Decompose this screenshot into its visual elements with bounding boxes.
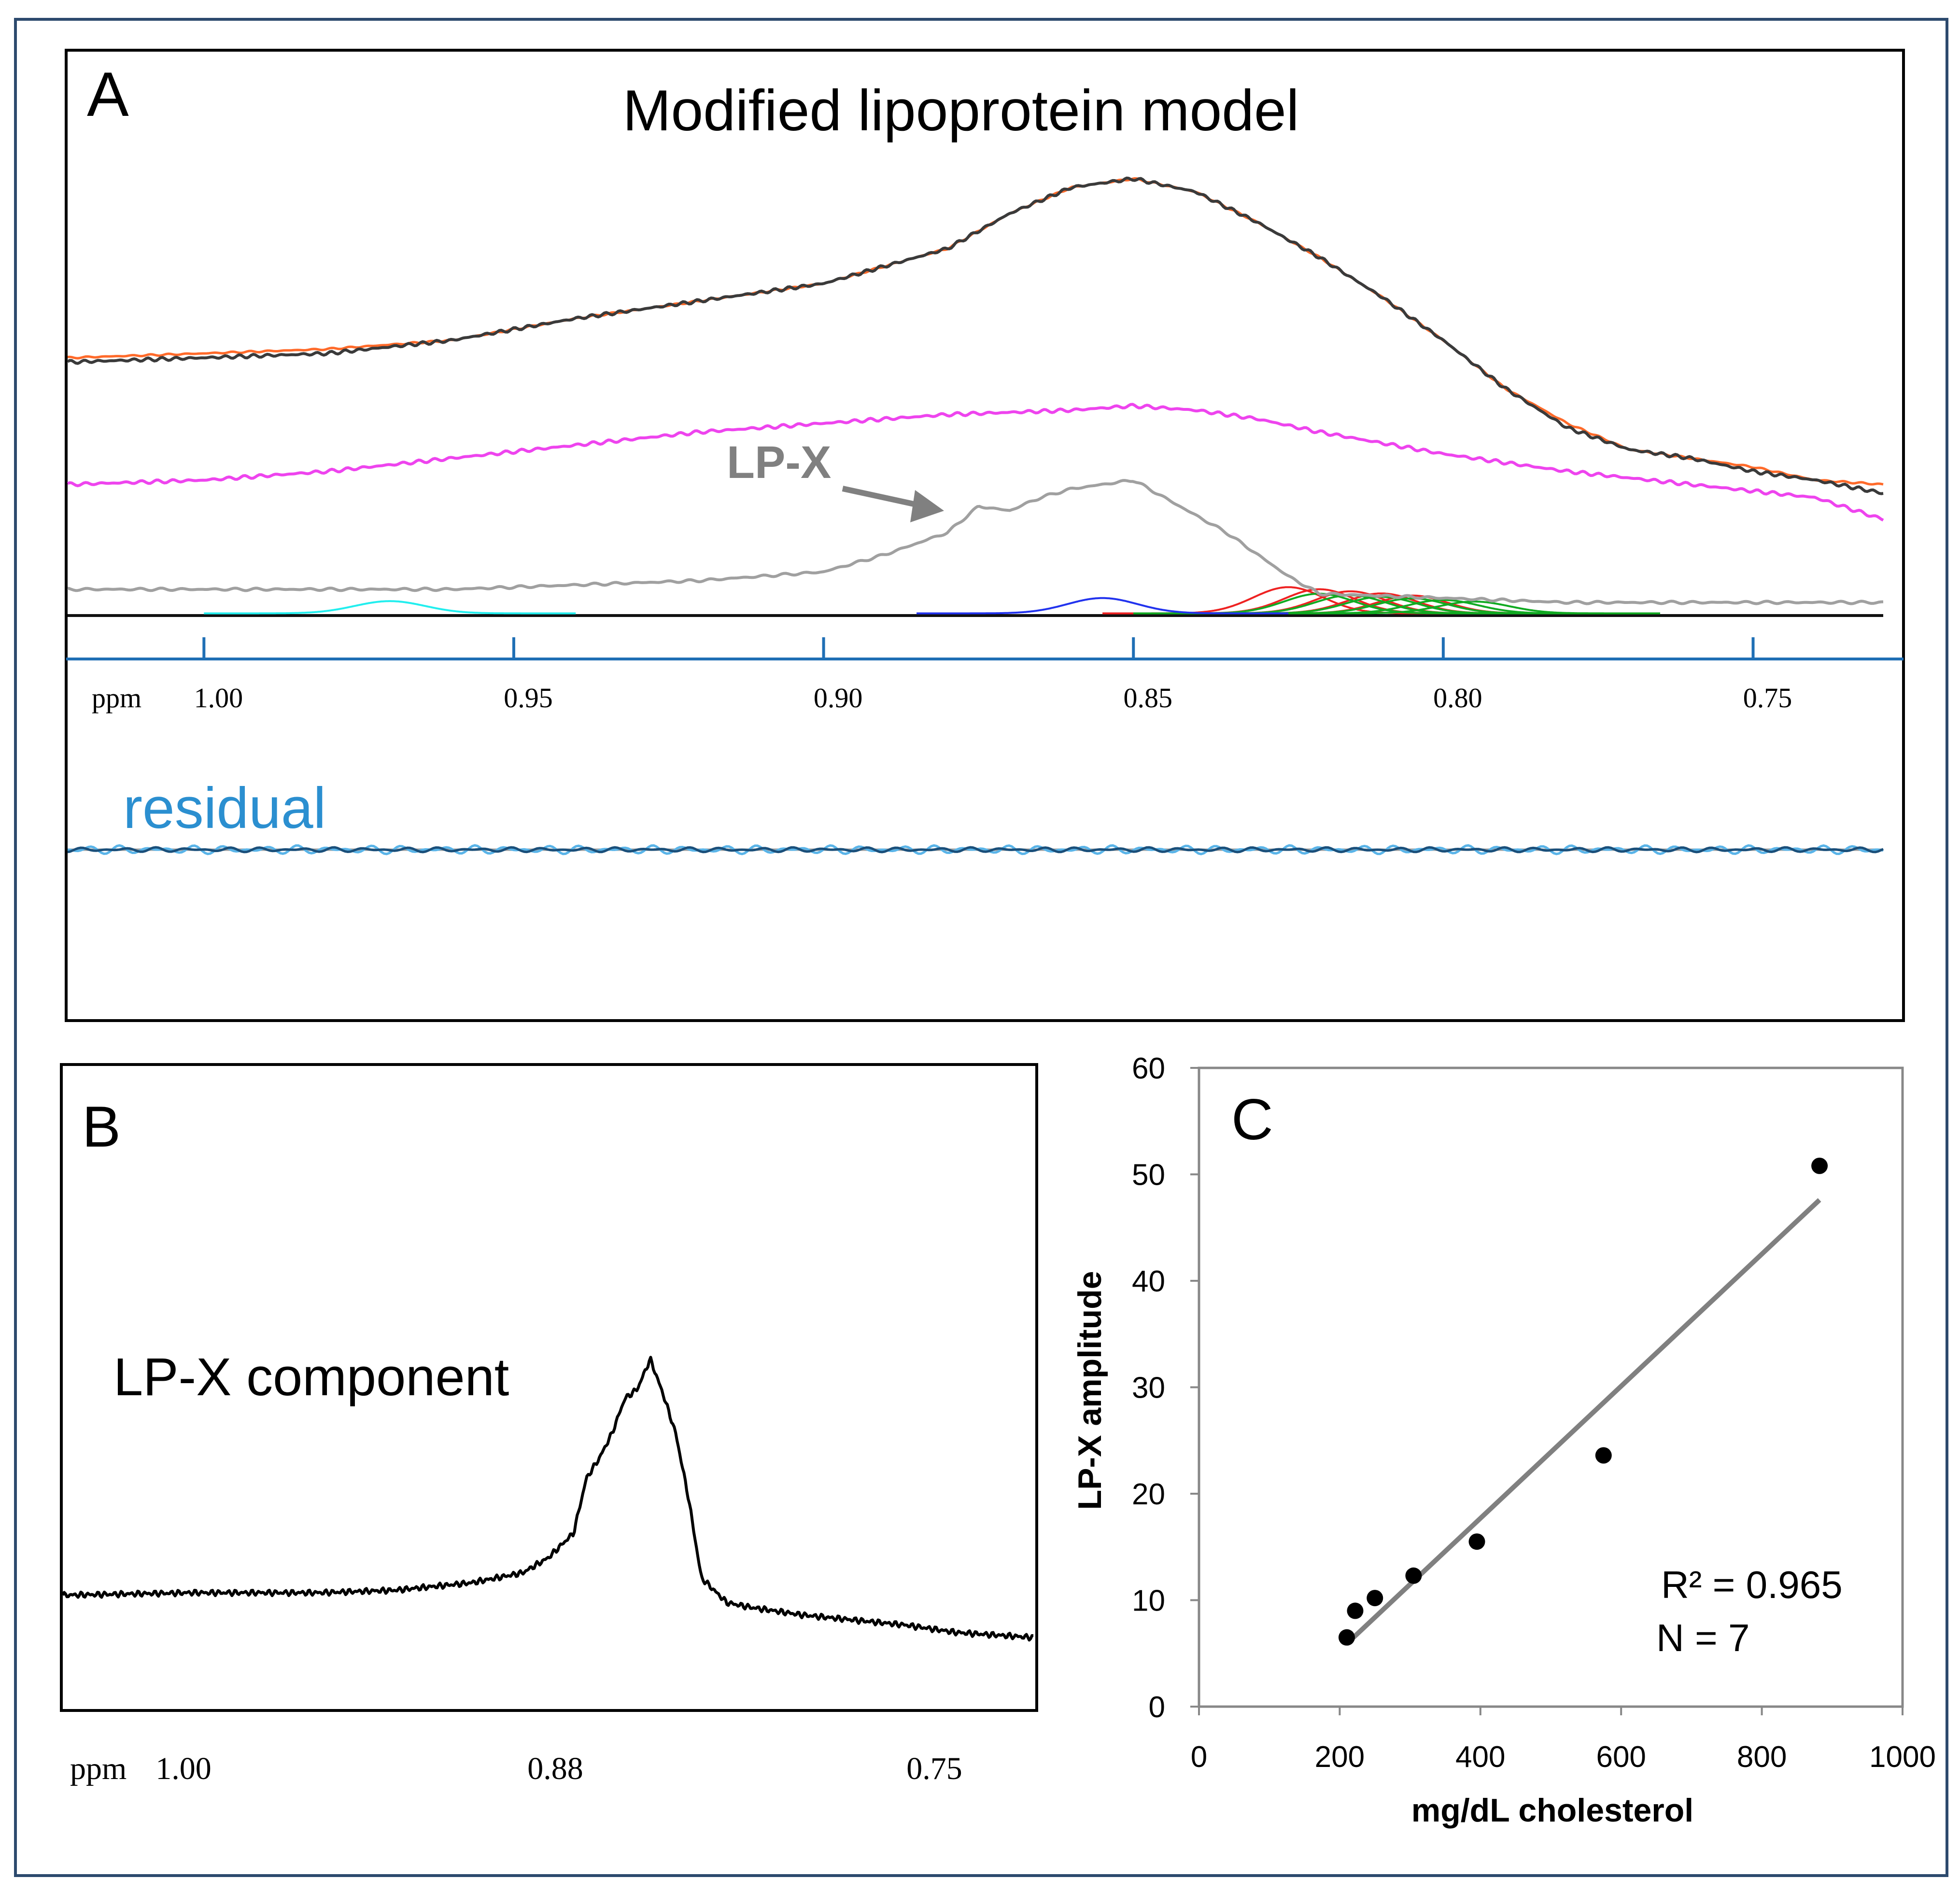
panel-a-tick-label: 1.00 [194, 682, 243, 714]
y-tick-label: 0 [1149, 1691, 1165, 1724]
panel-b-tick-3: 0.75 [906, 1751, 962, 1786]
series-measured-spectrum [67, 176, 1884, 495]
panel-a-tick-label: 0.80 [1433, 682, 1482, 714]
panel-b-tick-1: 1.00 [155, 1751, 212, 1786]
residual-curve [67, 846, 1884, 854]
lpx-arrow-label: LP-X [727, 437, 831, 488]
panel-b-label: LP-X component [113, 1347, 509, 1407]
x-tick-label: 0 [1191, 1740, 1207, 1774]
trend-line [1345, 1198, 1821, 1646]
panel-a-tick-label: 0.75 [1743, 682, 1792, 714]
scatter-point [1595, 1447, 1612, 1464]
residual-trace [67, 844, 1884, 855]
panel-b-letter: B [82, 1094, 121, 1159]
panel-b: B LP-X component ppm 1.00 0.88 0.75 [60, 1063, 1038, 1786]
series-magenta-component [67, 403, 1884, 522]
scatter-point [1468, 1533, 1485, 1550]
lpx-component-curve [61, 1356, 1034, 1642]
panel-a-frame [65, 49, 1905, 1022]
panel-c-n: N = 7 [1656, 1616, 1749, 1659]
panel-b-ppm-label: ppm [70, 1751, 127, 1786]
y-tick-label: 10 [1132, 1584, 1165, 1618]
figure-border [14, 18, 1948, 1877]
panel-a-title: Modified lipoprotein model [623, 78, 1299, 143]
panel-c-plot: 0 200 400 600 800 1000 0 10 20 30 40 50 60 [1132, 1052, 1936, 1774]
scatter-point [1338, 1629, 1355, 1646]
y-tick-label: 60 [1132, 1052, 1165, 1085]
x-tick-label: 800 [1737, 1740, 1787, 1774]
panel-a-tick-label: 0.85 [1123, 682, 1172, 714]
x-tick-label: 200 [1315, 1740, 1365, 1774]
y-tick-label: 20 [1132, 1478, 1165, 1511]
y-tick-label: 30 [1132, 1372, 1165, 1405]
y-tick-label: 40 [1132, 1265, 1165, 1298]
panel-c-r2: R² = 0.965 [1661, 1563, 1843, 1606]
scatter-point [1811, 1157, 1828, 1174]
y-tick-label: 50 [1132, 1159, 1165, 1192]
panel-a-ppm-label: ppm [92, 682, 141, 714]
panel-c: C 0 200 400 600 800 1000 0 10 20 30 40 50 60 R² = 0.… [1072, 1052, 1936, 1829]
scatter-point [1367, 1590, 1383, 1607]
panel-a-tick-label: 0.90 [814, 682, 863, 714]
panel-a: A Modified lipoprotein model 1.00 0.95 0.9… [65, 49, 1905, 1022]
panel-b-frame [60, 1063, 1038, 1712]
panel-a-tick-label: 0.95 [504, 682, 553, 714]
component-curve [917, 597, 1289, 615]
panel-c-letter: C [1231, 1087, 1273, 1152]
x-tick-label: 1000 [1869, 1740, 1936, 1774]
panel-c-ylabel: LP-X amplitude [1072, 1271, 1108, 1510]
series-lp-x [67, 479, 1884, 605]
panel-b-plot [61, 1356, 1034, 1642]
lpx-arrow-icon [842, 486, 944, 522]
x-tick-label: 400 [1455, 1740, 1505, 1774]
panel-a-x-ticks: 1.00 0.95 0.90 0.85 0.80 0.75 [194, 637, 1792, 714]
residual-label: residual [123, 776, 326, 841]
panel-a-plot [67, 176, 1884, 617]
component-curve [1288, 601, 1660, 615]
panel-c-xlabel: mg/dL cholesterol [1411, 1792, 1693, 1829]
component-curve [204, 600, 576, 615]
x-tick-label: 600 [1596, 1740, 1646, 1774]
scatter-point [1405, 1567, 1422, 1584]
scatter-point [1347, 1602, 1364, 1619]
panel-a-letter: A [87, 59, 129, 129]
panel-b-tick-2: 0.88 [527, 1751, 583, 1786]
